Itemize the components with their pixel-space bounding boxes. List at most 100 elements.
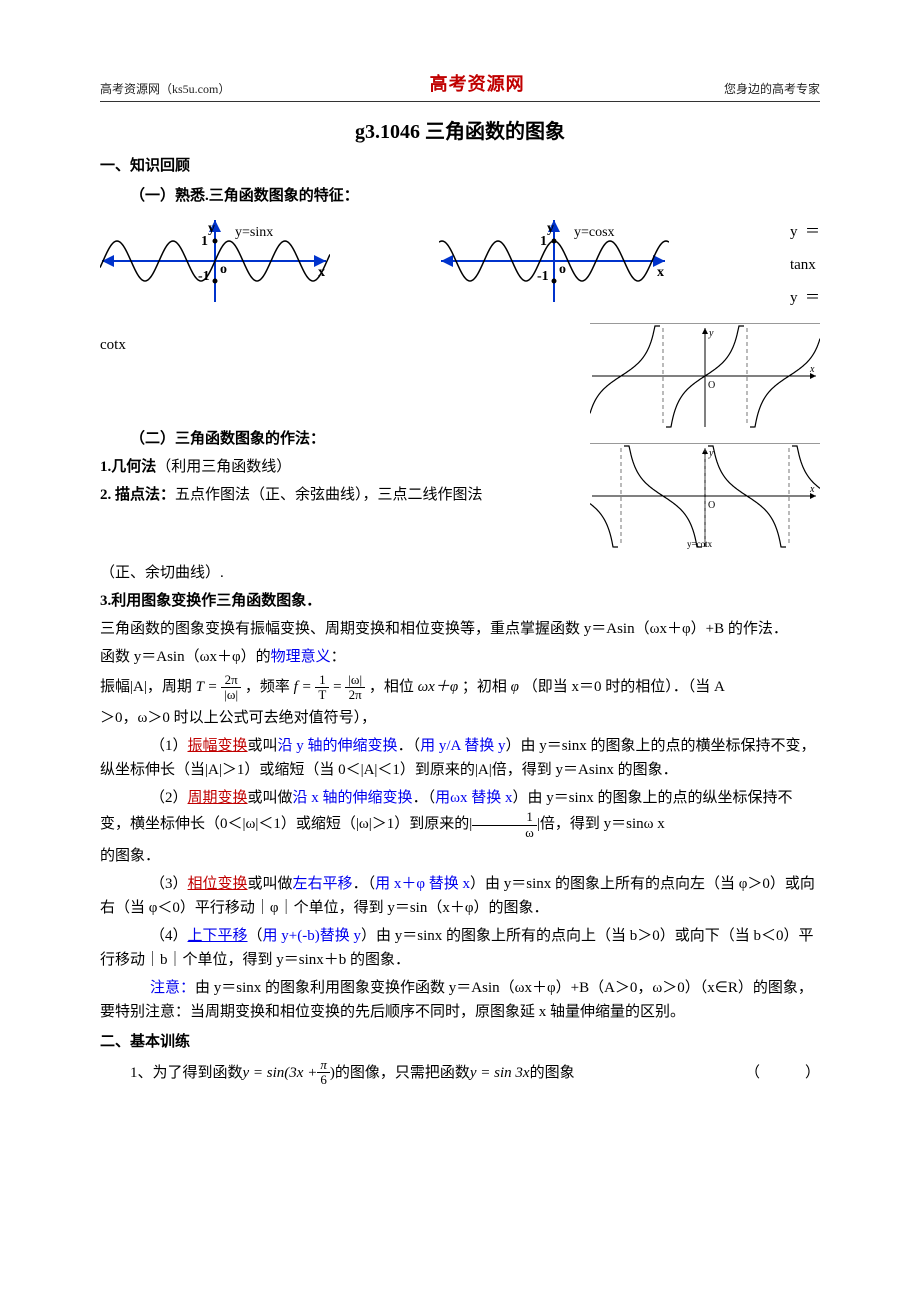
svg-text:y=cotx: y=cotx: [687, 539, 713, 549]
page-header: 高考资源网（ks5u.com） 高考资源网 您身边的高考专家: [100, 70, 820, 102]
label-1: 1: [540, 231, 547, 253]
svg-text:O: O: [708, 380, 715, 391]
m2-head: 2. 描点法：: [100, 487, 175, 503]
frac-t2: 1ω: [472, 810, 537, 840]
m1-head: 1.几何法: [100, 459, 156, 475]
sin-fn-label: y=sinx: [235, 222, 273, 244]
header-center-logo: 高考资源网: [430, 70, 525, 99]
t4-d: 用 y+(-b)替换 y: [263, 928, 361, 944]
m3-head: 3.利用图象变换作三角函数图象．: [100, 593, 321, 609]
t4-a: （4）: [150, 928, 188, 944]
sin-cos-charts-row: y y=sinx 1 o -1 x y y=cosx 1 o -1 x y ＝ …: [100, 216, 820, 315]
t1-e: ．（: [398, 738, 421, 754]
t4-b: 上下平移: [188, 928, 248, 944]
t2-h: 倍，得到 y＝sinω x: [540, 817, 665, 833]
t1-d: 沿 y 轴的伸缩变换: [278, 738, 398, 754]
label-o: o: [220, 259, 227, 281]
amp-b: ，频率: [245, 679, 290, 695]
t3-e: ．（: [353, 876, 376, 892]
intro-para: 三角函数的图象变换有振幅变换、周期变换和相位变换等，重点掌握函数 y＝Asin（…: [100, 617, 820, 641]
right-formula-column: y ＝ tanx y ＝: [790, 216, 820, 315]
phys-b: 物理意义: [271, 649, 331, 665]
header-left: 高考资源网（ks5u.com）: [100, 80, 230, 99]
q1-e: y = sin 3x: [470, 1061, 530, 1085]
question-1: 1、为了得到函数 y = sin(3x + π6 ) 的图像，只需把函数 y =…: [100, 1058, 820, 1088]
frac-f2: |ω|2π: [345, 673, 365, 703]
transform-4: （4）上下平移（用 y+(-b)替换 y）由 y＝sinx 的图象上所有的点向上…: [100, 924, 820, 972]
axis-y-label: y: [208, 218, 215, 240]
rc-y2: y: [790, 290, 798, 306]
method-2-line2: （正、余切曲线）.: [100, 561, 820, 585]
tan-chart: Oy x: [590, 323, 820, 437]
rc-tanx: tanx: [790, 249, 820, 282]
amp-line: 振幅|A|，周期 T = 2π|ω| ，频率 f = 1T = |ω|2π ，相…: [100, 673, 820, 703]
section-1-heading: 一、知识回顾: [100, 154, 820, 178]
axis-x-label: x: [657, 262, 664, 284]
label-m1: -1: [198, 266, 210, 288]
axis-y-label: y: [547, 218, 554, 240]
amp-c: ，相位: [369, 679, 414, 695]
label-m1: -1: [537, 266, 549, 288]
t1-c: 或叫: [248, 738, 278, 754]
section-2-heading: 二、基本训练: [100, 1030, 820, 1054]
q1-g: （ ）: [745, 1061, 820, 1085]
label-o: o: [559, 259, 566, 281]
t3-b: 相位变换: [188, 876, 248, 892]
t3-d: 左右平移: [293, 876, 353, 892]
amp-line2: ＞0，ω＞0 时以上公式可去绝对值符号），: [100, 706, 820, 730]
svg-text:y: y: [708, 328, 714, 339]
phys-a: 函数 y＝Asin（ωx＋φ）的: [100, 649, 271, 665]
axis-x-label: x: [318, 262, 325, 284]
amp-T: T =: [196, 679, 218, 695]
q1-a: 1、为了得到函数: [130, 1061, 243, 1085]
frac-T: 2π|ω|: [221, 673, 241, 703]
t2-e: ．（: [413, 790, 436, 806]
rc-eq2: ＝: [805, 290, 820, 306]
page-title: g3.1046 三角函数的图象: [100, 116, 820, 148]
method-3: 3.利用图象变换作三角函数图象．: [100, 589, 820, 613]
q1-d: 的图像，只需把函数: [335, 1061, 470, 1085]
svg-text:x: x: [809, 484, 815, 495]
q1-f: 的图象: [530, 1061, 575, 1085]
transform-2: （2）周期变换或叫做沿 x 轴的伸缩变换．（用ωx 替换 x）由 y＝sinx …: [100, 786, 820, 840]
rc-eq1: ＝: [805, 224, 820, 240]
t2-c: 或叫做: [248, 790, 293, 806]
amp-e: （即当 x＝0 时的相位）．（当 A: [523, 679, 725, 695]
amp-d: ；初相: [462, 679, 507, 695]
cot-chart: Oyxy=cotx: [590, 443, 820, 557]
transform-1: （1）振幅变换或叫沿 y 轴的伸缩变换．（用 y/A 替换 y）由 y＝sinx…: [100, 734, 820, 782]
section-1-1-heading: （一）熟悉.三角函数图象的特征：: [130, 184, 820, 208]
t1-a: （1）: [150, 738, 188, 754]
eq: =: [333, 679, 341, 695]
rc-y1: y: [790, 224, 798, 240]
t2-f: 用ωx 替换 x: [435, 790, 512, 806]
t3-a: （3）: [150, 876, 188, 892]
note-line: 注意：由 y＝sinx 的图象利用图象变换作函数 y＝Asin（ωx＋φ）+B（…: [100, 976, 820, 1024]
t1-b: 振幅变换: [188, 738, 248, 754]
t2-b: 周期变换: [188, 790, 248, 806]
t3-c: 或叫做: [248, 876, 293, 892]
t4-c: （: [248, 928, 263, 944]
frac-q1: π6: [317, 1058, 330, 1088]
frac-f1: 1T: [315, 673, 329, 703]
amp-a: 振幅|A|，周期: [100, 679, 192, 695]
label-1: 1: [201, 231, 208, 253]
svg-text:O: O: [708, 500, 715, 511]
note-a: 注意：: [150, 980, 195, 996]
tan-cot-charts: Oy x Oy x y=cotx: [590, 323, 820, 557]
amp-f: f =: [294, 679, 312, 695]
m2-text-a: 五点作图法（正、余弦曲线），三点二线作图法: [175, 487, 483, 503]
phys-c: ：: [331, 649, 346, 665]
t3-f: 用 x＋φ 替换 x: [375, 876, 470, 892]
phi: φ: [511, 679, 519, 695]
phase: ωx＋φ: [418, 679, 459, 695]
cos-chart: y y=cosx 1 o -1 x: [439, 216, 669, 314]
t1-f: 用 y/A 替换 y: [420, 738, 505, 754]
header-right: 您身边的高考专家: [724, 80, 820, 99]
phys-para: 函数 y＝Asin（ωx＋φ）的物理意义：: [100, 645, 820, 669]
note-b: 由 y＝sinx 的图象利用图象变换作函数 y＝Asin（ωx＋φ）+B（A＞0…: [100, 980, 813, 1020]
svg-text:x: x: [809, 364, 815, 375]
m1-text: （利用三角函数线）: [156, 459, 291, 475]
t2-d: 沿 x 轴的伸缩变换: [293, 790, 413, 806]
cos-fn-label: y=cosx: [574, 222, 615, 244]
